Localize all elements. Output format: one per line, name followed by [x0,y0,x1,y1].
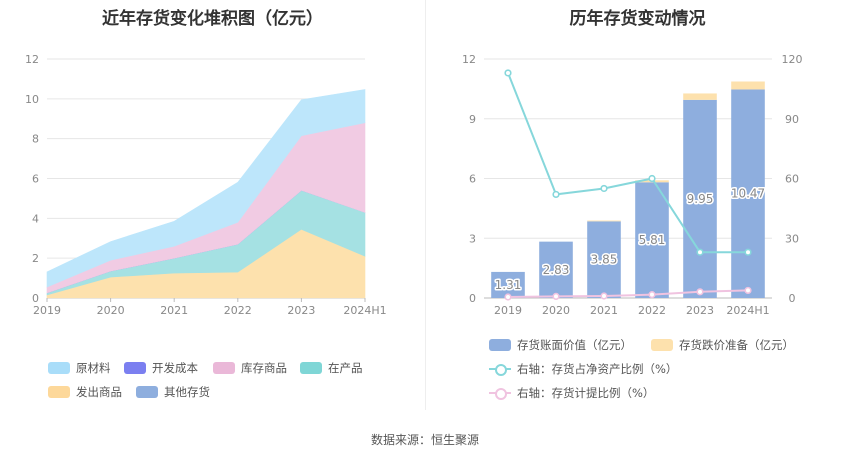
legend-label-book-value: 存货账面价值（亿元） [517,338,632,352]
right-y-tick-label: 30 [785,232,799,245]
bar-data-label: 2.83 [543,263,570,277]
legend-item-work-in-progress[interactable]: 在产品 [300,360,363,376]
bar-data-label-halo: 3.85 [591,253,618,267]
x-tick-label: 2022 [638,304,666,317]
right-y-tick-label: 0 [789,292,796,305]
x-tick-label: 2024H1 [343,304,386,317]
left-chart-title: 近年存货变化堆积图（亿元） [102,9,323,29]
point-provision-ratio [504,293,512,301]
area-series-5 [46,89,366,288]
point-net-asset-ratio [600,184,608,193]
legend-label-impairment: 存货跌价准备（亿元） [679,338,794,352]
x-tick-label: 2019 [494,304,522,317]
bar-data-label-halo: 5.81 [639,233,666,247]
panel-divider [425,0,426,410]
legend-label-inventory-goods: 库存商品 [241,361,287,375]
left-y-tick-label: 9 [469,113,476,126]
bar-data-label-halo: 9.95 [687,192,714,206]
legend-swatch-provision-ratio [489,387,511,400]
point-provision-ratio [600,292,608,300]
left-y-tick-label: 0 [469,292,476,305]
legend-item-book-value[interactable]: 存货账面价值（亿元） [489,337,632,353]
legend-label-raw-materials: 原材料 [76,361,111,375]
legend-swatch-inventory-goods [213,362,235,374]
x-tick-label: 2020 [542,304,570,317]
x-tick-label: 2021 [160,304,188,317]
left-y-tick-label: 3 [469,232,476,245]
legend-swatch-book-value [489,339,511,351]
legend-swatch-goods-shipped [48,386,70,398]
y-tick-label: 6 [32,173,39,186]
legend-item-impairment[interactable]: 存货跌价准备（亿元） [651,337,794,353]
point-net-asset-ratio [552,190,560,199]
legend-item-other-inventory[interactable]: 其他存货 [136,384,210,400]
legend-label-net-asset-ratio: 右轴：存货占净资产比例（%） [517,362,678,376]
legend-swatch-net-asset-ratio [489,363,511,376]
bar-data-label-halo: 1.31 [495,278,522,292]
legend-label-work-in-progress: 在产品 [328,361,363,375]
bar-data-label: 5.81 [639,233,666,247]
right-chart-title: 历年存货变动情况 [569,9,706,29]
y-tick-label: 10 [25,93,39,106]
bar-data-label: 10.47 [731,187,765,201]
bar-impairment [731,81,765,90]
point-provision-ratio [552,292,560,301]
point-net-asset-ratio [504,69,512,77]
bar-data-label: 9.95 [687,192,714,206]
x-tick-label: 2020 [97,304,125,317]
legend-item-development-cost[interactable]: 开发成本 [124,360,198,376]
legend-swatch-impairment [651,339,673,351]
legend-swatch-other-inventory [136,386,158,398]
bar-book-value [683,99,717,299]
right-y-tick-label: 120 [782,53,803,66]
bar-book-value [587,221,621,298]
left-y-tick-label: 12 [462,53,476,66]
x-tick-label: 2019 [33,304,61,317]
point-net-asset-ratio [744,248,752,256]
legend-item-goods-shipped[interactable]: 发出商品 [48,384,122,400]
x-tick-label: 2021 [590,304,618,317]
x-tick-label: 2023 [287,304,315,317]
bar-impairment [587,220,621,222]
legend-item-provision-ratio[interactable]: 右轴：存货计提比例（%） [489,385,654,401]
legend-swatch-work-in-progress [300,362,322,374]
x-tick-label: 2022 [224,304,252,317]
bar-impairment [683,93,717,100]
legend-item-inventory-goods[interactable]: 库存商品 [213,360,287,376]
y-tick-label: 8 [32,133,39,146]
y-tick-label: 4 [32,212,39,225]
y-tick-label: 0 [32,292,39,305]
y-tick-label: 2 [32,252,39,265]
point-net-asset-ratio [696,248,704,256]
bar-book-value [731,89,765,298]
bar-book-value [635,182,669,298]
bar-book-value [539,241,573,298]
point-provision-ratio [696,288,704,296]
data-source-note: 数据来源：恒生聚源 [370,433,479,447]
line-provision-ratio [507,289,749,298]
legend-swatch-raw-materials [48,362,70,374]
y-tick-label: 12 [25,53,39,66]
x-tick-label: 2024H1 [726,304,769,317]
left-y-tick-label: 6 [469,173,476,186]
bar-data-label-halo: 2.83 [543,263,570,277]
bar-data-label-halo: 10.47 [731,187,765,201]
legend-label-other-inventory: 其他存货 [164,385,210,399]
x-tick-label: 2023 [686,304,714,317]
legend-item-net-asset-ratio[interactable]: 右轴：存货占净资产比例（%） [489,361,677,377]
legend-item-raw-materials[interactable]: 原材料 [48,360,111,376]
point-provision-ratio [648,291,656,299]
bar-data-label: 1.31 [495,278,522,292]
point-net-asset-ratio [648,174,656,183]
legend-swatch-development-cost [124,362,146,374]
legend-label-goods-shipped: 发出商品 [76,385,122,399]
legend-label-development-cost: 开发成本 [152,361,198,375]
right-y-tick-label: 60 [785,173,799,186]
bar-data-label: 3.85 [591,253,618,267]
right-y-tick-label: 90 [785,113,799,126]
line-net-asset-ratio [507,72,748,254]
point-provision-ratio [744,286,752,295]
legend-label-provision-ratio: 右轴：存货计提比例（%） [517,386,655,400]
